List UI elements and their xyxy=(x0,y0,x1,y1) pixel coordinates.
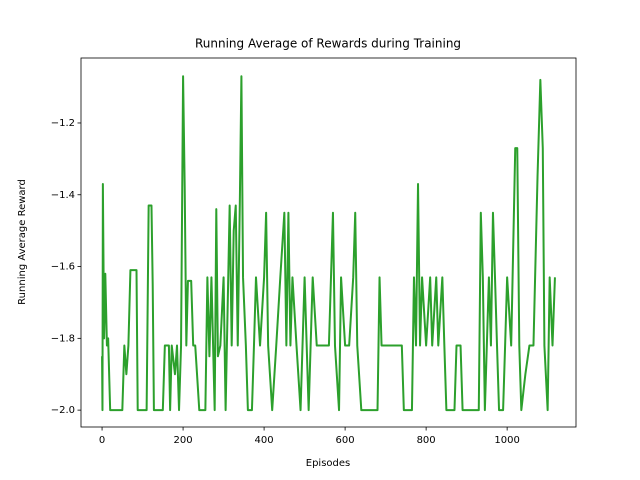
x-tick-label: 1000 xyxy=(494,435,519,446)
y-tick-label: −1.2 xyxy=(51,118,75,129)
y-tick-label: −1.4 xyxy=(51,190,75,201)
x-tick-label: 600 xyxy=(336,435,355,446)
x-tick-label: 200 xyxy=(174,435,193,446)
plot-frame xyxy=(80,57,577,428)
chart-title: Running Average of Rewards during Traini… xyxy=(195,37,461,51)
data-line xyxy=(101,75,556,412)
x-tick-label: 0 xyxy=(99,435,105,446)
y-tick-label: −2.0 xyxy=(51,405,75,416)
x-tick-label: 400 xyxy=(255,435,274,446)
x-tick-label: 800 xyxy=(417,435,436,446)
y-tick-label: −1.8 xyxy=(51,333,75,344)
x-axis-label: Episodes xyxy=(306,458,350,469)
y-axis-label: Running Average Reward xyxy=(17,179,28,305)
y-tick-label: −1.6 xyxy=(51,262,75,273)
